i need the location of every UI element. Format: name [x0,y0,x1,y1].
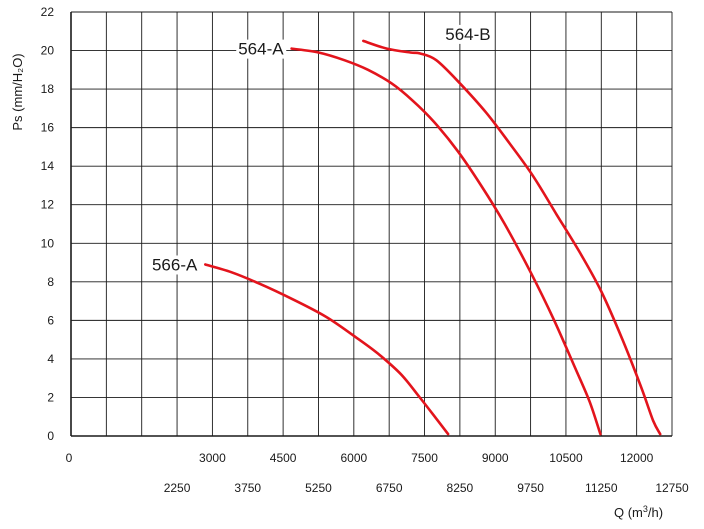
y-tick-label: 10 [41,236,55,250]
x-tick-label-lower: 12750 [655,481,689,495]
y-tick-label: 22 [41,5,55,19]
x-tick-label-upper: 12000 [620,451,654,465]
y-tick-label: 20 [41,44,55,58]
y-tick-label: 16 [41,121,55,135]
x-tick-label-lower: 11250 [585,481,618,495]
y-axis-title: Ps (mm/H₂O) [10,53,25,130]
y-tick-label: 14 [41,159,55,173]
x-tick-label-upper: 6000 [340,451,367,465]
x-tick-label-lower: 5250 [305,481,332,495]
x-axis-title: Q (m3/h) [614,504,663,520]
x-tick-label-lower: 8250 [447,481,474,495]
series-label-background [149,255,200,275]
y-tick-label: 0 [47,429,54,443]
x-tick-label-lower: 9750 [517,481,544,495]
y-tick-label: 6 [47,313,54,327]
series-label-564-a: 564-A [238,40,284,59]
y-tick-label: 2 [47,390,54,404]
x-tick-label-upper: 3000 [199,451,226,465]
y-tick-label: 4 [47,352,54,366]
series-labels: 564-A 564-B 566-A [149,24,493,275]
series-label-background [236,39,287,59]
x-tick-label-upper: 9000 [482,451,509,465]
series-lines [204,39,662,436]
x-tick-label-upper: 10500 [549,451,583,465]
grid [70,11,673,437]
x-tick-label-lower: 3750 [234,481,261,495]
y-tick-label: 8 [47,275,54,289]
y-tick-label: 18 [41,82,55,96]
y-tick-label: 12 [41,198,55,212]
series-label-566-a: 566-A [152,255,198,274]
x-tick-label-upper: 0 [66,451,73,465]
x-tick-label-lower: 2250 [164,481,191,495]
series-label-background [443,24,493,44]
series-line-564-b [362,39,662,436]
x-tick-label-lower: 6750 [376,481,403,495]
series-line-564-a [290,47,602,436]
series-line-566-a [204,263,450,436]
x-tick-label-upper: 7500 [411,451,438,465]
x-tick-label-upper: 4500 [270,451,297,465]
tick-labels: 0 2 4 6 8 10 12 14 16 18 20 22 0 3000 4500 6000 7500 9000… [41,5,689,495]
axes [70,12,672,437]
series-label-564-b: 564-B [445,25,490,44]
